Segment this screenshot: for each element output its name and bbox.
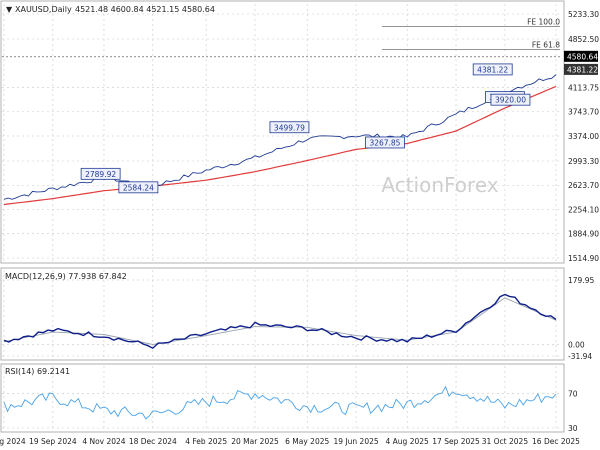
x-tick-label: 18 Dec 2024 [129,437,177,446]
macd-signal-line [3,297,557,345]
x-tick-label: 6 Aug 2024 [0,437,26,446]
price-tick-label: 3374.00 [568,132,599,141]
macd-grid [2,270,562,358]
price-annotation-label: 4381.22 [477,65,508,74]
price-marker-label: 4381.22 [567,65,598,74]
x-tick-label: 4 Feb 2025 [185,437,227,446]
fibonacci-levels: FE 100.0 FE 61.8 [2,18,562,58]
symbol-label: XAUUSD,Daily [15,5,72,14]
price-annotation-label: 2789.92 [85,170,116,179]
price-annotations: 2789.922584.243499.793267.854381.223959.… [80,63,531,194]
rsi-line [3,385,557,420]
y-axis-ticks: 5233.30 4852.50 4113.75 3743.70 3374.00 2993.… [564,10,599,433]
price-marker-label: 4580.64 [567,52,598,61]
moving-average-line [3,85,557,206]
price-tick-label: 5233.30 [568,10,599,19]
price-annotation-box [269,121,310,134]
price-annotation-box [490,93,531,106]
price-tick-label: 1514.90 [568,254,599,263]
watermark: ActionForex [381,173,498,197]
price-tick-label: 4852.50 [568,35,599,44]
x-tick-label: 17 Sep 2025 [432,437,480,446]
price-annotation-box [472,63,513,76]
rsi-grid [2,366,562,430]
price-tick-label: 2993.30 [568,157,599,166]
x-tick-label: 31 Oct 2025 [482,437,529,446]
price-annotation-label: 3267.85 [369,138,400,147]
price-annotation-label: 3499.79 [274,123,305,132]
price-annotation-label: 3920.00 [495,96,526,105]
price-grid [2,4,562,262]
price-tick-label: 2623.70 [568,181,599,190]
x-tick-label: 4 Nov 2024 [82,437,125,446]
rsi-series [3,385,557,420]
price-tick-label: 1884.90 [568,230,599,239]
price-annotation-box [365,136,405,149]
rsi-tick-label: 70 [568,389,578,398]
x-tick-label: 6 May 2025 [285,437,329,446]
price-annotation-box [118,181,159,194]
x-tick-label: 19 Jun 2025 [334,437,379,446]
rsi-tick-label: 30 [568,424,578,433]
x-tick-label: 4 Aug 2025 [386,437,429,446]
price-tick-label: 3743.70 [568,108,599,117]
collapse-triangle-icon: ▼ [6,5,13,14]
price-tick-label: 4113.75 [568,83,599,92]
price-panel: ActionForex FE 100.0 FE 61.8 2789.92 2584.… [0,0,565,264]
fib-level-label: FE 61.8 [532,41,560,50]
macd-line [3,293,557,350]
price-marker-box [564,63,598,75]
macd-panel: MACD(12,26,9) 77.938 67.842 [0,267,565,361]
price-tick-label: 2254.10 [568,205,599,214]
price-annotation-label: 2584.24 [123,183,154,192]
ohlc-label: 4521.48 4600.84 4521.15 4580.64 [75,5,215,14]
price-marker-box [564,50,598,62]
price-annotation-box [80,167,121,180]
macd-tick-label: 179.95 [568,276,594,285]
macd-tick-label: -31.94 [568,352,592,361]
price-header: ▼ XAUUSD,Daily 4521.48 4600.84 4521.15 4… [6,5,215,14]
macd-series [3,293,557,350]
macd-tick-label: 0.00 [568,341,585,350]
x-tick-label: 16 Dec 2025 [532,437,580,446]
fib-level-label: FE 100.0 [527,18,560,27]
x-tick-label: 20 Mar 2025 [231,437,279,446]
rsi-title: RSI(14) 69.2141 [5,367,70,376]
macd-title: MACD(12,26,9) 77.938 67.842 [5,272,127,281]
x-tick-label: 19 Sep 2024 [29,437,77,446]
rsi-panel: RSI(14) 69.2141 [0,363,565,433]
